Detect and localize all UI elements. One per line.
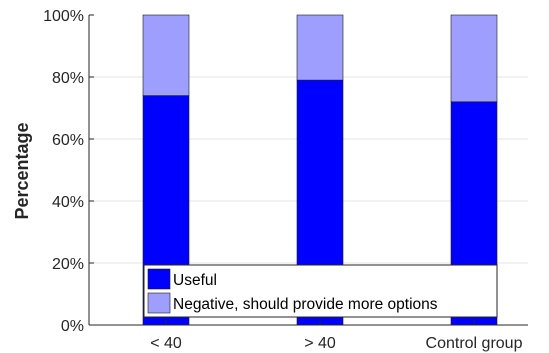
x-tick-label: < 40 <box>150 335 182 352</box>
bar-negative <box>450 14 498 103</box>
y-tick-label: 20% <box>52 256 84 273</box>
y-tick-label: 40% <box>52 194 84 211</box>
axes: Percentage 0% 20% 40% 60% 80% 100% < 40 > 40 Con… <box>12 8 528 352</box>
y-tick-label: 60% <box>52 132 84 149</box>
bar-negative <box>296 14 344 81</box>
legend-swatch <box>147 292 171 314</box>
x-tick-label: Control group <box>426 335 523 352</box>
legend-label: Useful <box>173 272 217 289</box>
legend-label: Negative, should provide more options <box>173 296 438 313</box>
legend-box <box>143 264 498 318</box>
y-axis-label: Percentage <box>12 122 32 219</box>
y-tick-label: 100% <box>43 8 84 25</box>
legend-swatch <box>147 268 171 290</box>
x-tick-label: > 40 <box>304 335 336 352</box>
y-tick-label: 0% <box>61 318 84 335</box>
bar-negative <box>142 14 190 96</box>
legend: Useful Negative, should provide more opti… <box>143 264 498 318</box>
y-tick-label: 80% <box>52 70 84 87</box>
